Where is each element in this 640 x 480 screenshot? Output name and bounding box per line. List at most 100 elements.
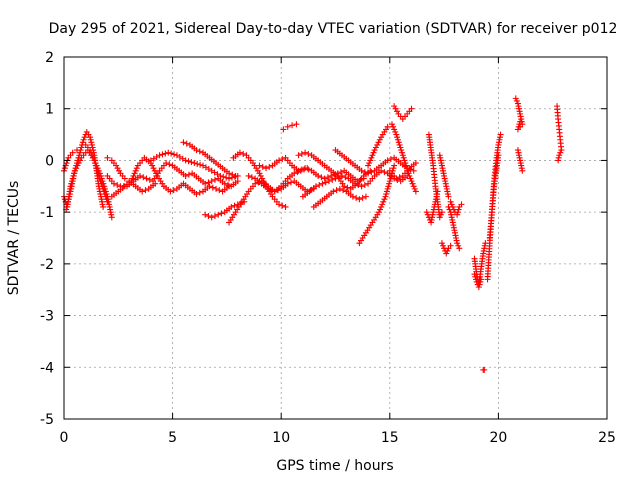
y-tick-label: -2 xyxy=(40,257,54,273)
data-point xyxy=(231,202,238,209)
series-t10 xyxy=(226,178,317,226)
y-axis-label: SDTVAR / TECUs xyxy=(6,181,22,296)
x-tick-label: 20 xyxy=(489,430,507,446)
data-point xyxy=(99,178,106,185)
data-point xyxy=(108,214,115,221)
data-point xyxy=(555,157,562,164)
data-point xyxy=(438,209,445,216)
data-point xyxy=(384,185,391,192)
data-point xyxy=(205,179,212,186)
data-point xyxy=(221,180,228,187)
data-point xyxy=(411,185,418,192)
data-point xyxy=(80,136,87,143)
data-point xyxy=(79,139,86,146)
data-point xyxy=(159,151,166,158)
data-point xyxy=(403,162,410,169)
data-point xyxy=(366,160,373,167)
data-point xyxy=(315,172,322,179)
data-point xyxy=(392,105,399,112)
data-point xyxy=(325,178,332,185)
data-point xyxy=(401,157,408,164)
data-point xyxy=(226,183,233,190)
data-point xyxy=(69,149,76,156)
data-point xyxy=(390,165,397,172)
grid xyxy=(64,57,607,419)
data-point xyxy=(101,183,108,190)
data-point xyxy=(294,169,301,176)
data-point xyxy=(339,172,346,179)
data-point xyxy=(393,131,400,138)
data-point xyxy=(240,150,247,157)
data-point xyxy=(182,172,189,179)
series-t19 xyxy=(356,162,398,247)
series-t36 xyxy=(554,103,565,164)
data-point xyxy=(202,180,209,187)
data-point xyxy=(265,185,272,192)
data-point xyxy=(234,178,241,185)
data-point xyxy=(162,150,169,157)
data-point xyxy=(74,162,81,169)
data-point xyxy=(129,175,136,182)
data-point xyxy=(481,366,488,373)
data-point xyxy=(444,247,451,254)
x-axis-label: GPS time / hours xyxy=(276,458,393,474)
data-point xyxy=(357,176,364,183)
data-point xyxy=(361,169,368,176)
data-point xyxy=(379,201,386,208)
data-point xyxy=(279,202,286,209)
data-point xyxy=(368,154,375,161)
data-point xyxy=(458,201,465,208)
data-point xyxy=(168,150,175,157)
data-point xyxy=(386,180,393,187)
data-point xyxy=(78,144,85,151)
data-point xyxy=(455,206,462,213)
data-point xyxy=(150,165,157,172)
data-point xyxy=(324,174,331,181)
data-point xyxy=(116,167,123,174)
data-point xyxy=(380,198,387,205)
data-point xyxy=(386,178,393,185)
series-t20 xyxy=(365,121,419,195)
data-point xyxy=(456,245,463,252)
series-t2 xyxy=(61,128,107,210)
x-tick-label: 0 xyxy=(60,430,69,446)
data-point xyxy=(406,172,413,179)
data-point xyxy=(208,178,215,185)
data-point xyxy=(90,147,97,154)
data-point xyxy=(349,193,356,200)
data-point xyxy=(515,123,522,130)
data-point xyxy=(358,167,365,174)
data-point xyxy=(398,147,405,154)
data-point xyxy=(437,211,444,218)
data-point xyxy=(358,183,365,190)
data-point xyxy=(156,152,163,159)
data-point xyxy=(183,140,190,147)
plot-frame xyxy=(63,56,608,420)
data-point xyxy=(392,128,399,135)
data-point xyxy=(65,196,72,203)
data-point xyxy=(365,162,372,169)
data-point xyxy=(387,156,394,163)
data-point xyxy=(400,154,407,161)
data-point xyxy=(378,167,385,174)
data-point xyxy=(454,240,461,247)
data-point xyxy=(341,183,348,190)
data-point xyxy=(196,189,203,196)
data-point xyxy=(63,203,70,210)
data-point xyxy=(193,191,200,198)
data-point xyxy=(100,180,107,187)
data-point xyxy=(102,188,109,195)
data-point xyxy=(356,196,363,203)
data-point xyxy=(289,122,296,129)
data-point xyxy=(514,126,521,133)
data-point xyxy=(133,165,140,172)
data-point xyxy=(371,147,378,154)
series-t33 xyxy=(486,152,502,241)
data-point xyxy=(114,165,121,172)
data-point xyxy=(166,161,173,168)
data-point xyxy=(66,193,73,200)
data-point xyxy=(88,139,95,146)
series-t17 xyxy=(310,185,369,210)
data-point xyxy=(259,175,266,182)
data-point xyxy=(513,97,520,104)
